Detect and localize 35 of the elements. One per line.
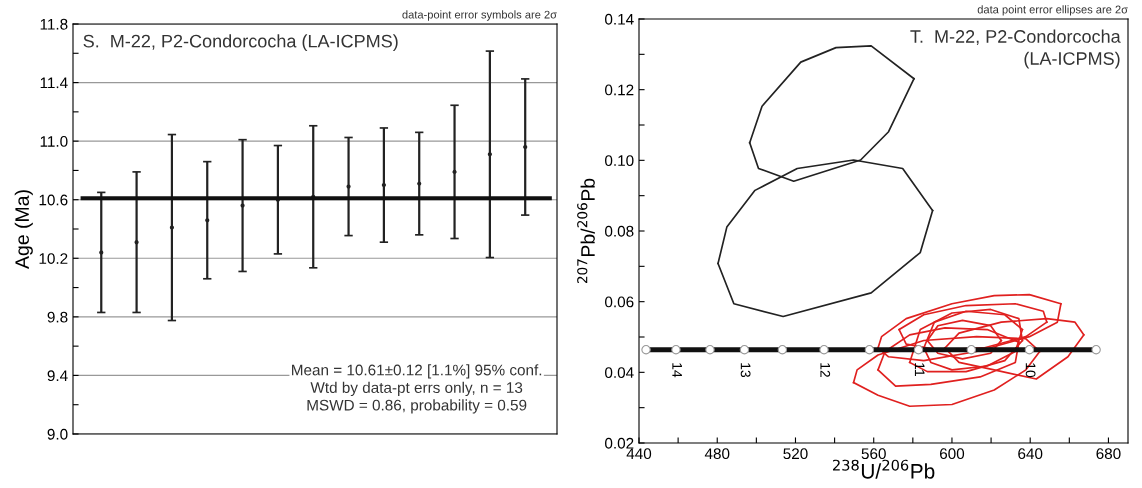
y-tick-label: 9.4 [47, 370, 68, 382]
text: T. M-22, P2-Condorcocha (LA-ICPMS) [910, 29, 1121, 69]
x-tick-label: 600 [939, 448, 965, 460]
x-tick-label: 560 [861, 448, 886, 460]
y-tick-label: 0.14 [605, 13, 634, 25]
text: data point error ellipses are 2σ [977, 5, 1128, 16]
y-tick-label: 9.0 [47, 428, 68, 440]
x-tick-label: 480 [704, 448, 730, 460]
y-tick-label: 10.2 [39, 253, 68, 264]
annotation: 10 [1025, 363, 1036, 378]
y-axis-title: Age (Ma) [14, 190, 33, 269]
y-tick-label: 11.4 [40, 77, 68, 89]
annotation: Mean = 10.61±0.12 [1.1%] 95% conf. Wtd by data-pt errs only, n = 13 MSWD = 0.86, probability = 0.59 [292, 364, 542, 414]
annotation: 13 [740, 363, 751, 378]
y-tick-label: 11.0 [40, 136, 68, 147]
y-tick-label: 10.6 [39, 194, 68, 206]
x-tick-label: 680 [1096, 448, 1121, 460]
y-tick-label: 0.02 [605, 437, 634, 449]
annotation: 11 [914, 363, 925, 376]
text: S. M-22, P2-Condorcocha (LA-ICPMS) [83, 34, 398, 52]
text: data-point error symbols are 2σ [402, 10, 557, 21]
y-tick-label: 0.04 [605, 367, 634, 379]
annotation: 14 [672, 363, 682, 378]
y-axis-title: $^{207}$Pb/$^{206}$Pb [577, 178, 595, 284]
y-tick-label: 0.06 [605, 296, 634, 308]
x-tick-label: 520 [783, 448, 808, 460]
y-tick-label: 0.08 [605, 225, 634, 237]
x-tick-label: 440 [626, 448, 652, 460]
y-tick-label: 0.12 [605, 84, 634, 96]
x-axis-title: $^{238}$U/$^{206}$Pb [833, 459, 935, 479]
y-tick-label: 9.8 [47, 311, 68, 323]
annotation: 12 [820, 363, 831, 377]
y-tick-label: 11.8 [40, 18, 68, 30]
y-tick-label: 0.10 [605, 155, 634, 167]
x-tick-label: 640 [1018, 448, 1043, 460]
